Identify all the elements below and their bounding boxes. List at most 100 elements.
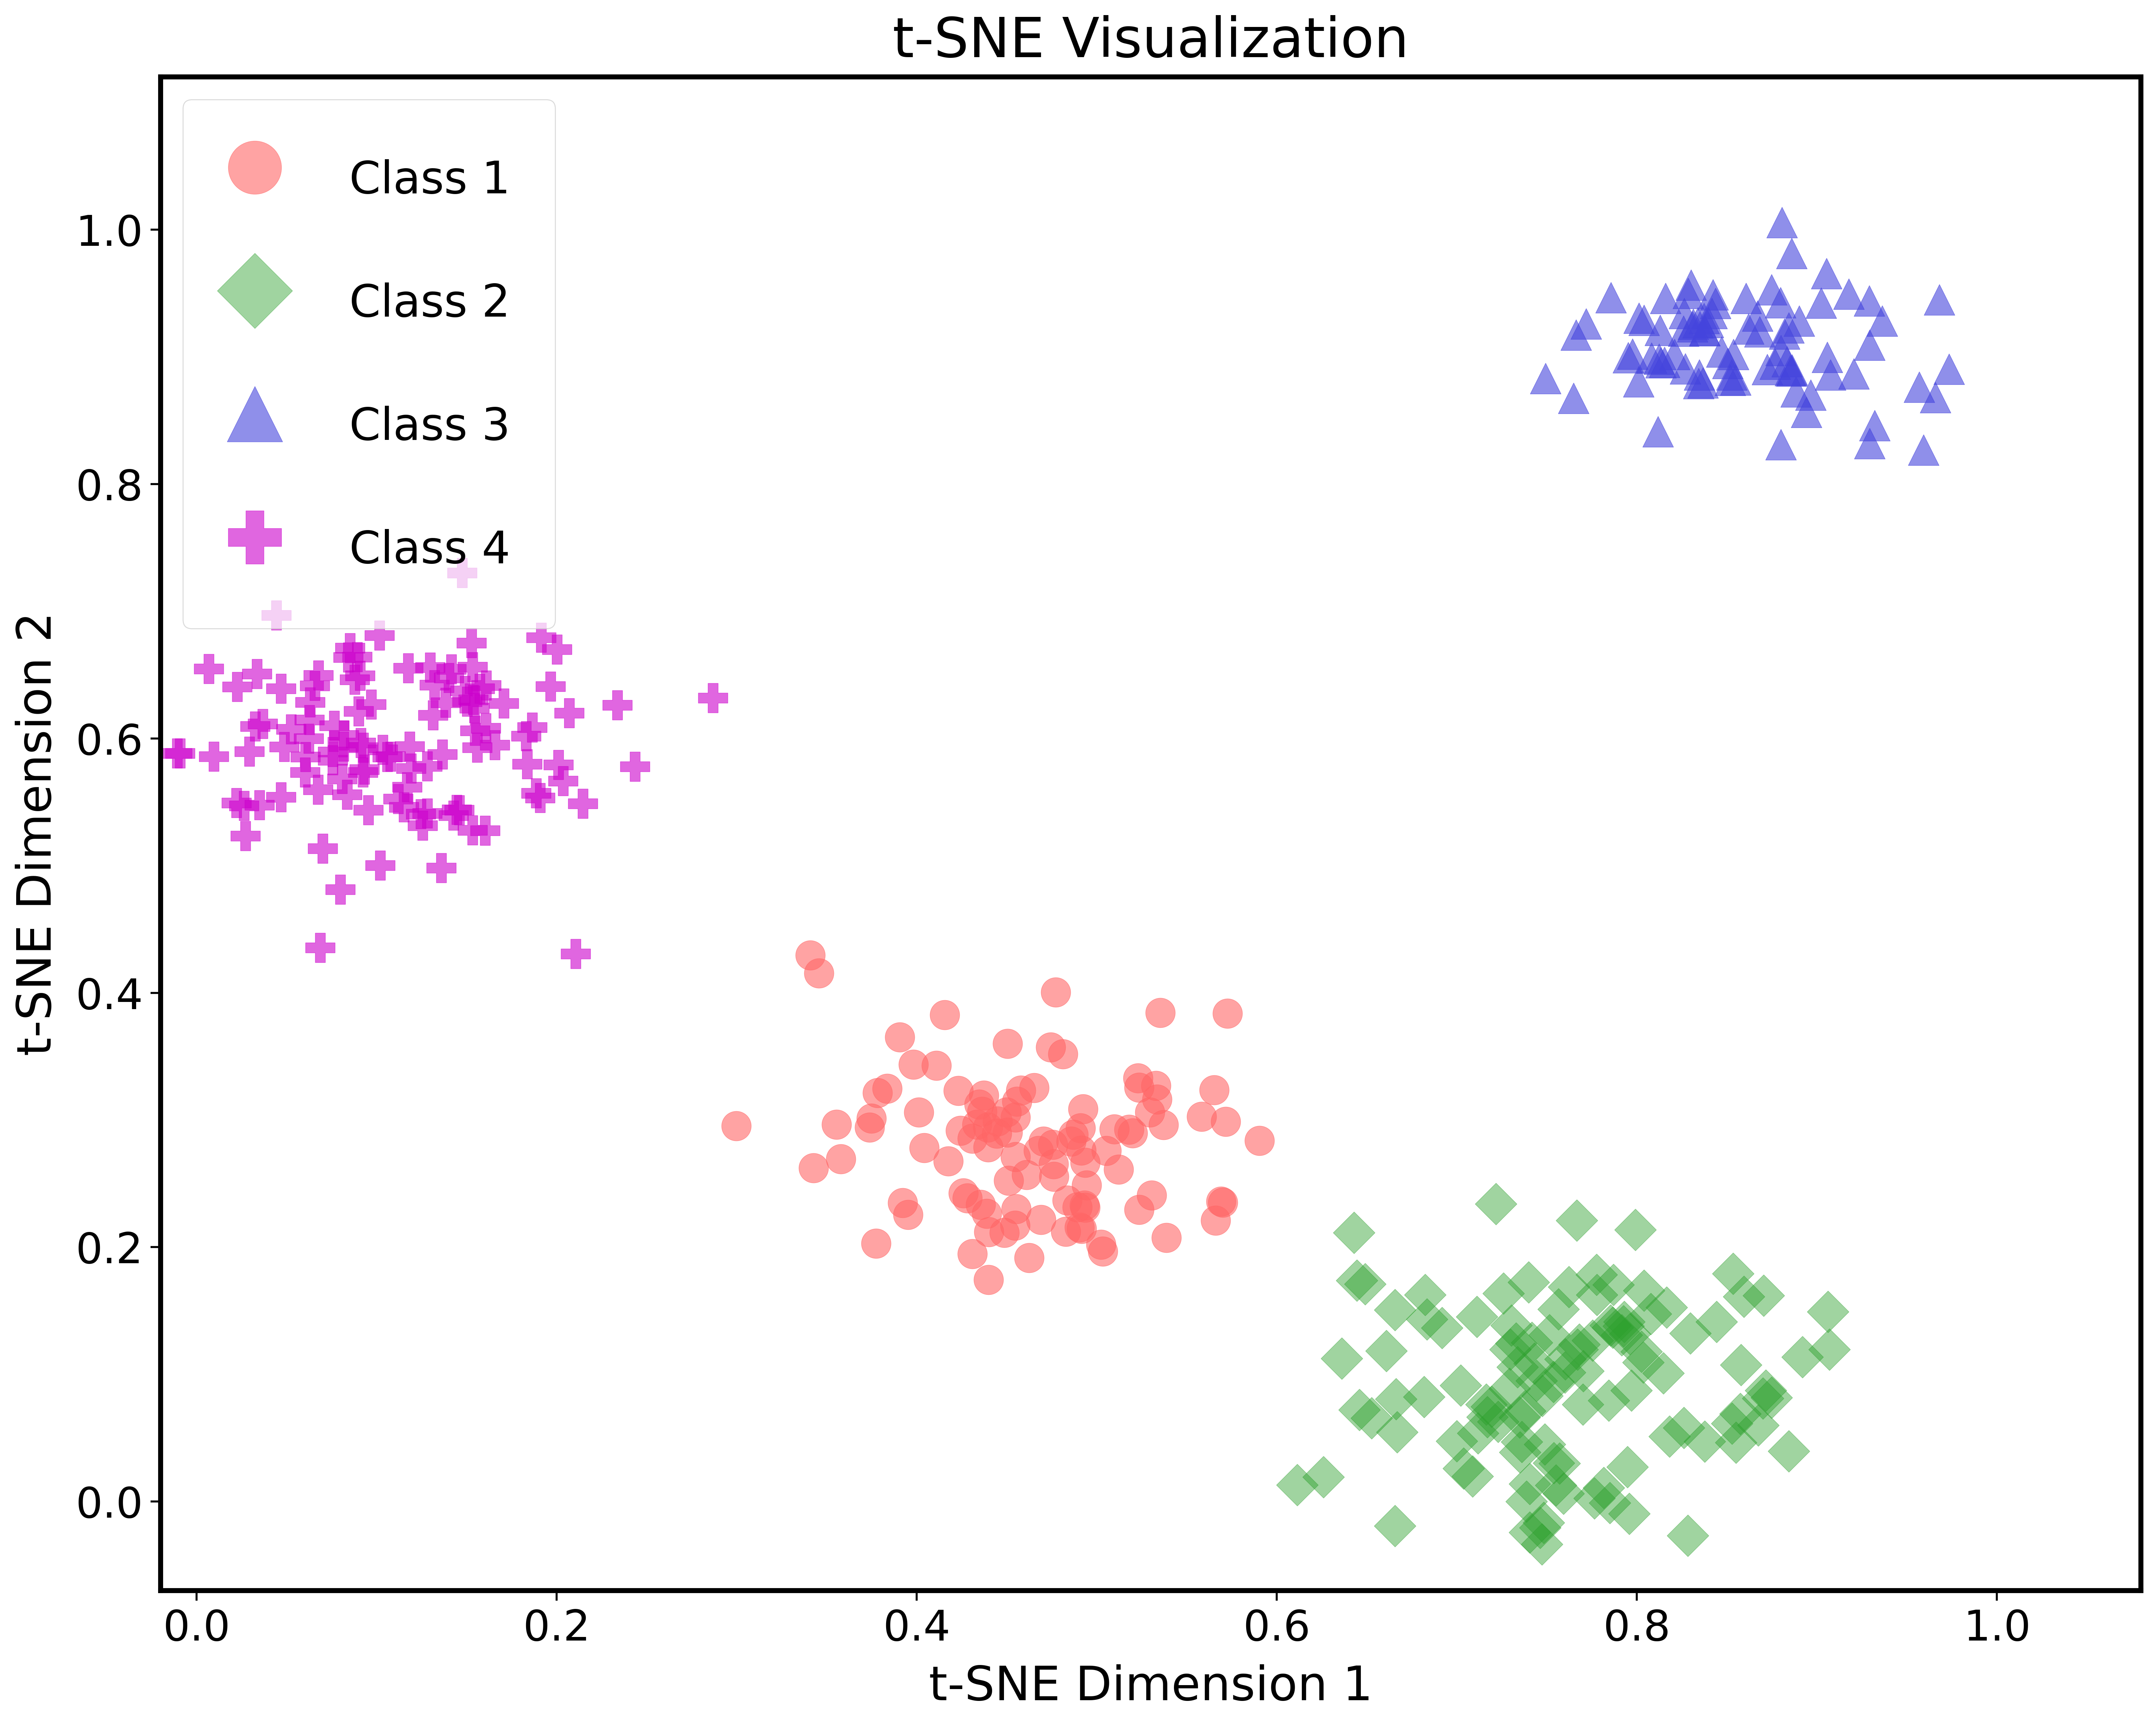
Class 4 <box>246 711 280 738</box>
Class 3 <box>1757 350 1792 378</box>
Class 4 <box>241 792 276 819</box>
Class 1 <box>1063 1114 1097 1142</box>
Class 2 <box>1772 1437 1807 1465</box>
Class 1 <box>955 1240 990 1268</box>
Class 3 <box>1764 288 1798 316</box>
Class 1 <box>1102 1156 1136 1183</box>
Class 4 <box>326 733 360 761</box>
Class 1 <box>1063 1137 1097 1164</box>
Class 2 <box>1447 1454 1481 1482</box>
Class 2 <box>1667 1414 1701 1442</box>
Class 4 <box>323 876 358 904</box>
Class 2 <box>1524 1530 1559 1558</box>
Class 4 <box>392 733 427 761</box>
Class 4 <box>54 740 88 768</box>
Class 4 <box>425 854 459 881</box>
Class 2 <box>1479 1190 1514 1218</box>
Class 3 <box>1794 381 1828 409</box>
Class 2 <box>1406 1383 1440 1411</box>
Class 3 <box>1714 361 1749 388</box>
Class 4 <box>386 794 420 821</box>
Class 4 <box>259 602 293 630</box>
Class 2 <box>1714 1409 1749 1437</box>
Class 2 <box>1699 1308 1733 1335</box>
Class 3 <box>1647 285 1682 312</box>
Class 1 <box>1033 1033 1067 1061</box>
Class 2 <box>1755 1383 1789 1411</box>
Class 3 <box>1647 348 1682 376</box>
Class 2 <box>1324 1346 1358 1373</box>
Class 3 <box>1852 430 1886 457</box>
Class 4 <box>617 752 651 780</box>
Class 3 <box>1718 366 1753 393</box>
Class 1 <box>1061 1194 1095 1221</box>
Class 2 <box>1628 1276 1662 1304</box>
Class 1 <box>886 1189 921 1216</box>
Class 3 <box>1673 271 1708 298</box>
X-axis label: t-SNE Dimension 1: t-SNE Dimension 1 <box>929 1665 1373 1709</box>
Class 3 <box>1731 316 1766 343</box>
Class 2 <box>1548 1359 1583 1387</box>
Class 2 <box>1533 1321 1567 1349</box>
Class 3 <box>1774 357 1809 385</box>
Class 1 <box>901 1099 936 1126</box>
Class 4 <box>464 674 498 702</box>
Class 4 <box>418 671 453 699</box>
Class 2 <box>1746 1385 1781 1413</box>
Class 4 <box>192 656 226 683</box>
Class 4 <box>382 785 416 812</box>
Class 2 <box>1337 1220 1371 1247</box>
Class 4 <box>599 692 634 719</box>
Class 1 <box>1069 1171 1104 1199</box>
Class 4 <box>343 730 377 757</box>
Class 2 <box>1514 1328 1548 1356</box>
Class 2 <box>1369 1337 1404 1364</box>
Class 4 <box>237 712 272 740</box>
Class 1 <box>1199 1206 1233 1233</box>
Class 2 <box>1785 1344 1820 1371</box>
Class 1 <box>1143 999 1177 1026</box>
Class 4 <box>114 695 149 723</box>
Class 2 <box>1492 1375 1526 1402</box>
Class 1 <box>802 959 837 987</box>
Class 2 <box>1723 1351 1757 1378</box>
Class 4 <box>455 816 489 844</box>
Class 2 <box>1565 1358 1600 1385</box>
Class 2 <box>1559 1208 1593 1235</box>
Class 4 <box>306 835 341 862</box>
Class 3 <box>1688 316 1723 343</box>
Class 2 <box>1339 1266 1373 1294</box>
Class 2 <box>1354 1404 1388 1432</box>
Class 1 <box>1205 1189 1240 1216</box>
Class 4 <box>226 792 261 819</box>
Class 3 <box>1671 279 1705 307</box>
Class 1 <box>1242 1126 1276 1154</box>
Class 4 <box>457 693 492 721</box>
Class 1 <box>1018 1075 1052 1102</box>
Class 1 <box>1203 1189 1238 1216</box>
Class 3 <box>1755 276 1789 304</box>
Class 4 <box>565 790 599 818</box>
Class 1 <box>908 1133 942 1161</box>
Class 3 <box>1621 304 1656 331</box>
Class 3 <box>1830 279 1865 307</box>
Class 1 <box>819 1111 854 1139</box>
Class 3 <box>1809 260 1843 288</box>
Class 3 <box>1805 290 1839 317</box>
Class 3 <box>1742 317 1777 345</box>
Class 3 <box>1611 343 1645 371</box>
Class 4 <box>293 706 328 733</box>
Class 4 <box>302 661 336 688</box>
Class 4 <box>345 759 379 787</box>
Class 2 <box>1343 1396 1378 1423</box>
Class 4 <box>220 790 254 818</box>
Class 3 <box>1766 209 1800 236</box>
Class 3 <box>1686 369 1720 397</box>
Class 2 <box>1593 1311 1628 1339</box>
Class 4 <box>545 768 580 795</box>
Class 3 <box>1643 345 1677 373</box>
Class 2 <box>1518 1349 1552 1377</box>
Class 3 <box>1813 361 1848 388</box>
Class 4 <box>444 559 479 586</box>
Class 3 <box>1921 286 1955 314</box>
